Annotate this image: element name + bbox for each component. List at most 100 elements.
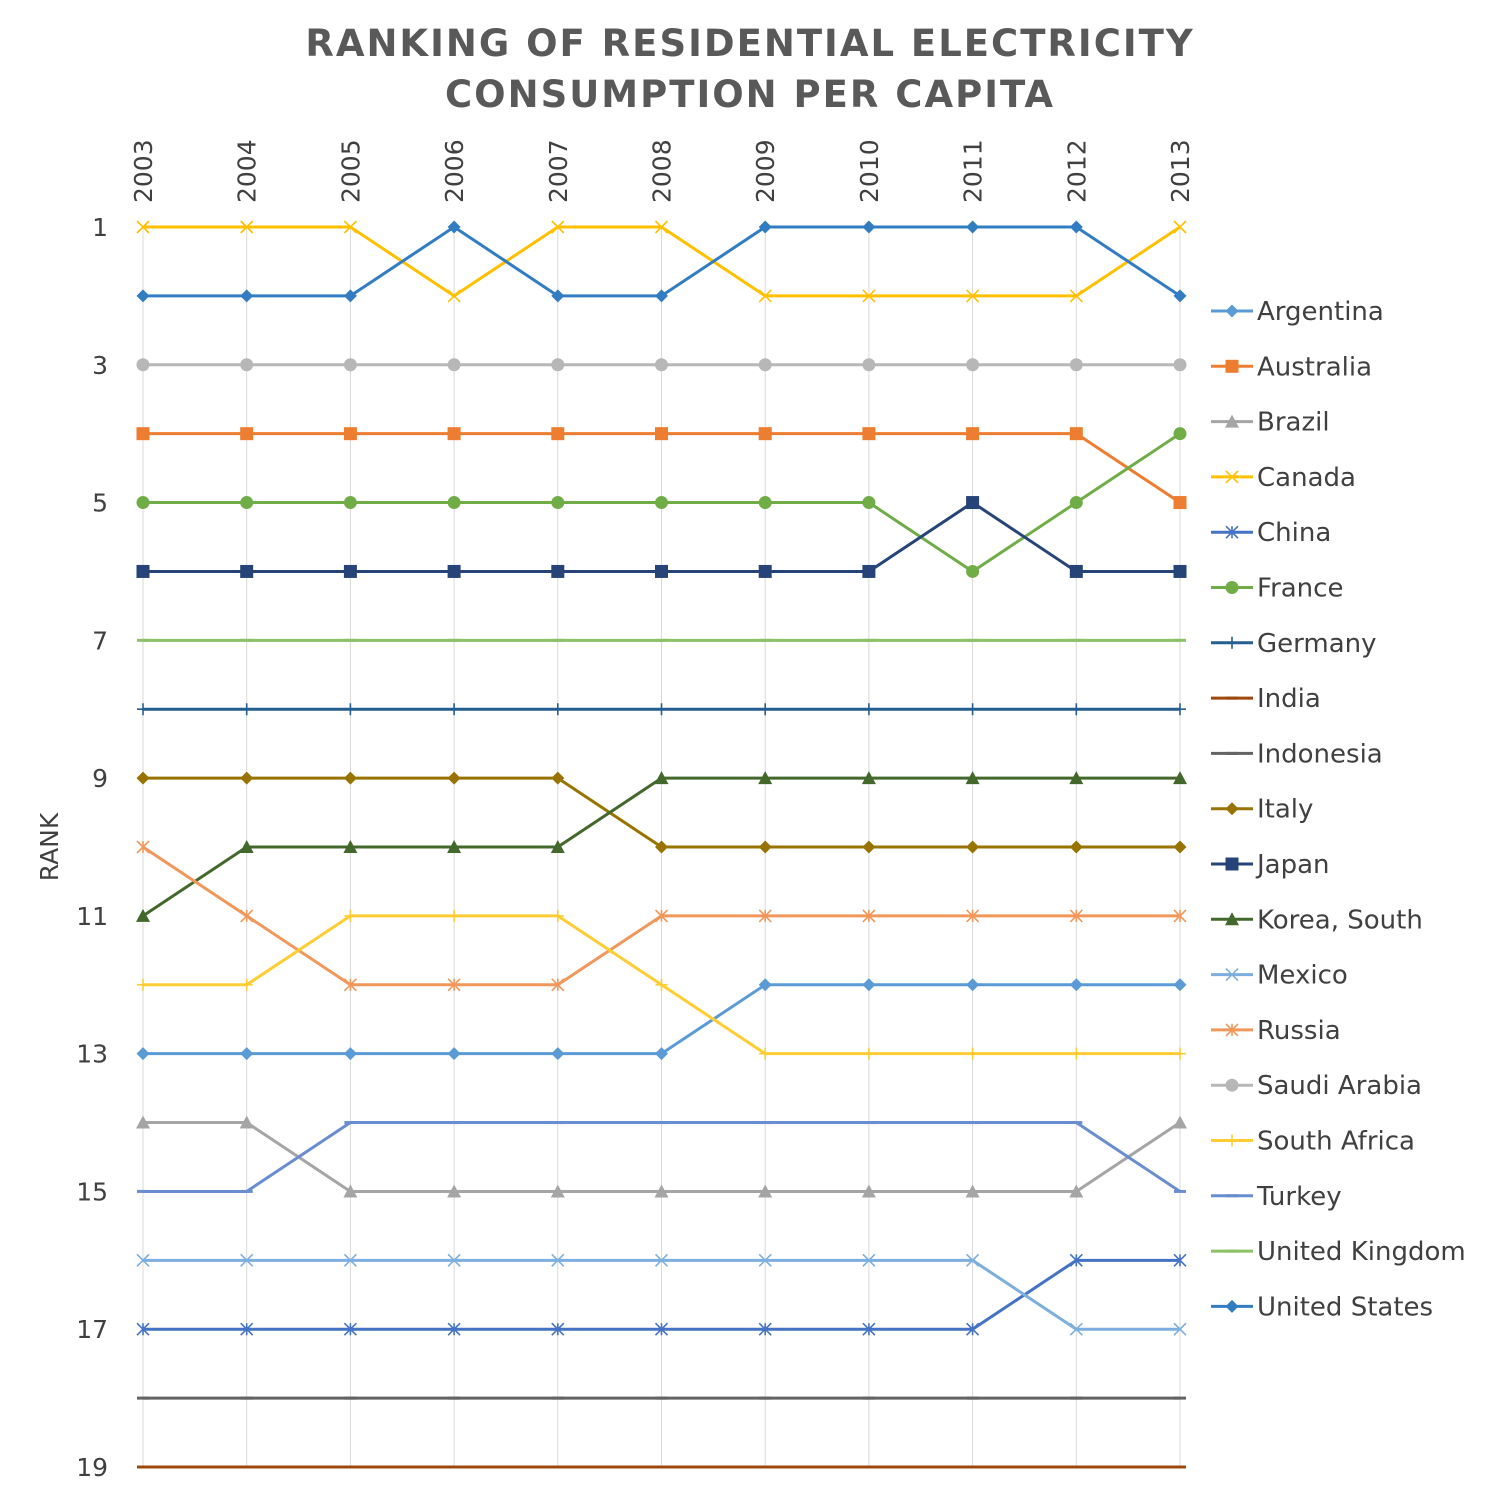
series-canada [136, 220, 1187, 303]
data-point-saudi-arabia-2009 [758, 358, 772, 372]
legend-item-germany: Germany [1211, 629, 1377, 659]
data-point-saudi-arabia-2012 [1069, 358, 1083, 372]
data-point-germany-2013 [1174, 703, 1186, 716]
series-russia [136, 840, 1187, 992]
data-point-brazil-2004 [239, 1115, 254, 1129]
data-point-south-africa-2013 [1174, 1047, 1186, 1060]
series-united-states [136, 220, 1187, 303]
data-point-germany-2003 [137, 703, 149, 716]
data-point-united-states-2013 [1173, 289, 1187, 303]
data-point-united-states-2006 [447, 220, 461, 234]
data-point-japan-2005 [343, 564, 357, 578]
legend-label-indonesia: Indonesia [1257, 739, 1383, 769]
data-point-italy-2013 [1173, 840, 1187, 854]
data-point-australia-2007 [551, 427, 565, 441]
data-point-japan-2010 [862, 564, 876, 578]
data-point-canada-2006 [447, 289, 461, 303]
data-point-brazil-2012 [1069, 1184, 1084, 1198]
data-point-united-states-2005 [343, 289, 357, 303]
data-point-japan-2007 [551, 564, 565, 578]
data-point-saudi-arabia-2011 [966, 358, 980, 372]
legend-label-france: France [1257, 574, 1343, 604]
y-tick-label-19: 19 [76, 1453, 108, 1482]
series-south-africa [137, 909, 1186, 1060]
data-point-brazil-2011 [965, 1184, 980, 1198]
data-point-italy-2011 [966, 840, 980, 854]
legend-label-korea-south: Korea, South [1257, 905, 1423, 935]
data-point-russia-2009 [758, 909, 772, 923]
data-point-saudi-arabia-2003 [136, 358, 150, 372]
data-point-saudi-arabia-2006 [447, 358, 461, 372]
x-tick-label-2007: 2007 [544, 139, 573, 203]
data-point-saudi-arabia-2005 [343, 358, 357, 372]
legend-label-brazil: Brazil [1257, 408, 1330, 438]
y-tick-label-3: 3 [92, 351, 108, 380]
series-turkey [137, 1121, 1186, 1193]
y-tick-label-11: 11 [76, 902, 108, 931]
data-point-italy-2009 [758, 840, 772, 854]
legend-marker-saudi-arabia [1225, 1078, 1239, 1092]
data-point-korea-south-2007 [550, 840, 565, 853]
data-point-brazil-2003 [136, 1115, 150, 1129]
legend-item-canada: Canada [1211, 463, 1356, 493]
x-tick-label-2008: 2008 [648, 139, 677, 203]
data-point-korea-south-2013 [1173, 771, 1187, 785]
data-point-france-2010 [862, 496, 876, 510]
data-point-brazil-2009 [758, 1184, 773, 1198]
legend-item-russia: Russia [1211, 1016, 1341, 1046]
data-point-france-2007 [551, 496, 565, 510]
legend-item-france: France [1211, 574, 1343, 604]
data-point-australia-2006 [447, 427, 461, 441]
data-point-mexico-2009 [758, 1253, 772, 1267]
data-point-china-2012 [1069, 1253, 1083, 1267]
data-point-japan-2009 [758, 564, 772, 578]
data-point-australia-2004 [240, 427, 254, 441]
data-point-mexico-2004 [240, 1253, 254, 1267]
data-point-brazil-2013 [1173, 1115, 1187, 1129]
data-point-south-africa-2005 [344, 909, 357, 922]
data-point-south-africa-2011 [966, 1047, 979, 1060]
data-point-south-africa-2009 [759, 1047, 772, 1060]
data-point-japan-2012 [1069, 564, 1083, 578]
data-point-canada-2012 [1069, 289, 1083, 303]
y-axis-label: RANK [35, 812, 64, 881]
legend-marker-korea-south [1225, 912, 1239, 926]
legend-marker-united-states [1225, 1299, 1239, 1313]
data-point-south-africa-2010 [862, 1047, 875, 1060]
data-point-australia-2008 [655, 427, 668, 441]
legend-label-south-africa: South Africa [1257, 1127, 1415, 1157]
data-point-russia-2013 [1173, 909, 1187, 923]
data-point-south-africa-2004 [240, 978, 253, 991]
data-point-argentina-2009 [758, 978, 772, 992]
data-point-france-2011 [966, 564, 980, 578]
data-point-united-states-2004 [240, 289, 254, 303]
chart-title-line-2: CONSUMPTION PER CAPITA [445, 73, 1055, 116]
data-point-italy-2012 [1069, 840, 1083, 854]
data-point-japan-2013 [1173, 564, 1187, 578]
data-point-argentina-2008 [655, 1047, 668, 1061]
data-point-france-2012 [1069, 496, 1083, 510]
series-france [136, 427, 1187, 578]
series-brazil [136, 1115, 1187, 1198]
series-mexico [136, 1253, 1187, 1336]
legend-marker-germany [1226, 636, 1238, 649]
data-point-united-states-2003 [136, 289, 150, 303]
data-point-germany-2004 [240, 703, 253, 716]
data-point-mexico-2010 [862, 1253, 876, 1267]
data-point-saudi-arabia-2008 [655, 358, 668, 372]
data-point-south-africa-2008 [655, 978, 668, 991]
data-point-brazil-2010 [861, 1184, 876, 1198]
x-tick-label-2006: 2006 [440, 139, 469, 203]
data-point-italy-2004 [240, 771, 254, 785]
data-point-korea-south-2011 [965, 771, 980, 785]
x-tick-label-2010: 2010 [855, 139, 884, 203]
y-tick-label-1: 1 [92, 213, 108, 242]
legend-marker-australia [1225, 359, 1239, 373]
data-point-russia-2006 [447, 978, 461, 992]
series-korea-south [136, 771, 1187, 922]
data-point-france-2013 [1173, 427, 1187, 441]
series-group [136, 220, 1187, 1469]
data-point-germany-2005 [344, 703, 357, 716]
chart-title-line-1: RANKING OF RESIDENTIAL ELECTRICITY [305, 22, 1194, 65]
